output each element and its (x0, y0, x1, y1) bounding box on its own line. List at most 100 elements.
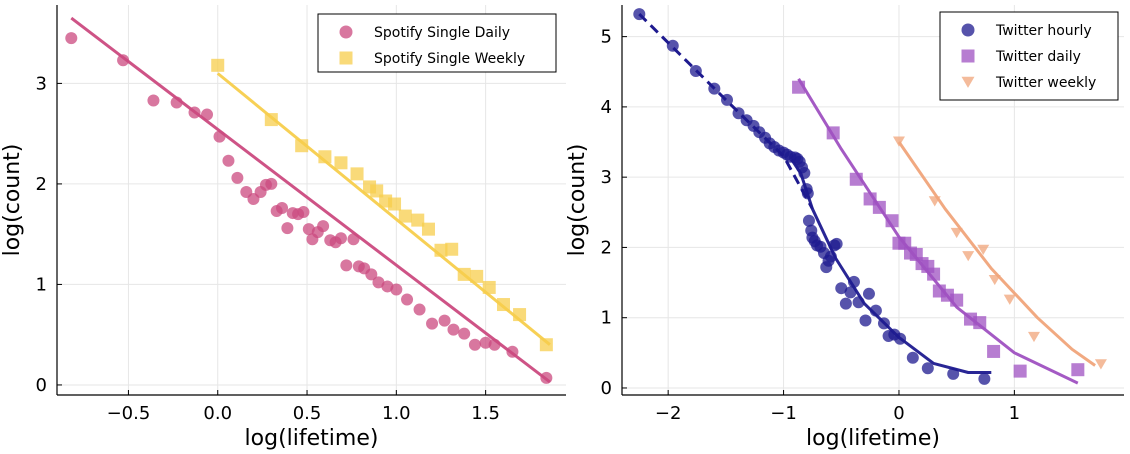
x-tick-label: 1.0 (382, 403, 411, 424)
data-point (892, 136, 905, 147)
data-point (426, 317, 439, 330)
data-point (117, 54, 130, 67)
x-tick-label: −0.5 (107, 403, 151, 424)
data-point (862, 287, 875, 300)
data-point (479, 336, 492, 349)
data-point (295, 139, 309, 153)
left-series-1 (65, 16, 553, 384)
data-point (334, 156, 348, 170)
data-point (947, 367, 960, 380)
right-series-1 (633, 8, 992, 385)
data-point (987, 344, 1001, 358)
data-point (390, 283, 403, 296)
data-point (147, 94, 160, 107)
right-series-2 (792, 78, 1085, 385)
legend-label: Twitter daily (995, 49, 1081, 65)
legend-marker (961, 23, 975, 37)
data-point (370, 184, 384, 198)
panel-left: −0.5 0.0 0.5 1.0 1.5 0 1 2 3 log(lifetime) log(cou… (0, 5, 566, 451)
fit-line (216, 72, 551, 346)
data-point (340, 259, 353, 272)
x-tick-label: 0 (893, 403, 904, 424)
data-point (365, 268, 378, 281)
data-point (281, 222, 294, 235)
fit-line (790, 158, 992, 374)
data-point (839, 297, 852, 310)
data-point (978, 372, 991, 385)
data-point (458, 327, 471, 340)
data-point (276, 202, 289, 215)
data-point (222, 154, 235, 167)
fit-line (797, 78, 1079, 385)
data-point (977, 244, 990, 255)
left-y-axis-label: log(count) (0, 144, 25, 257)
data-point (859, 314, 872, 327)
y-tick-label: 1 (36, 274, 47, 295)
right-y-axis-label: log(count) (565, 144, 590, 257)
data-point (906, 351, 919, 364)
data-point (844, 286, 857, 299)
x-tick-label: 0.0 (203, 403, 232, 424)
data-point (835, 282, 848, 295)
y-tick-label: 4 (601, 97, 612, 118)
data-point (468, 338, 481, 351)
legend-marker (961, 49, 975, 63)
legend-box (317, 13, 557, 73)
data-point (539, 338, 553, 352)
y-tick-label: 2 (601, 237, 612, 258)
left-x-axis-label: log(lifetime) (245, 426, 379, 451)
data-point (1027, 331, 1040, 343)
data-point (1071, 363, 1085, 377)
x-tick-label: 1.5 (471, 403, 500, 424)
data-point (1094, 359, 1107, 370)
y-tick-label: 0 (36, 375, 47, 396)
data-point (421, 222, 435, 236)
data-point (950, 227, 963, 239)
y-tick-label: 3 (601, 167, 612, 188)
y-tick-label: 2 (36, 174, 47, 195)
data-point (398, 209, 412, 223)
data-point (1013, 364, 1027, 378)
data-point (921, 362, 934, 375)
data-point (445, 242, 459, 256)
data-point (334, 232, 347, 245)
data-point (470, 269, 484, 283)
legend-marker (339, 25, 353, 39)
data-point (973, 316, 987, 330)
data-point (265, 177, 278, 190)
y-tick-label: 0 (601, 378, 612, 399)
legend-label: Twitter hourly (995, 23, 1092, 39)
data-point (372, 276, 385, 289)
x-tick-label: 1 (1009, 403, 1020, 424)
legend-marker (339, 51, 353, 65)
data-point (447, 323, 460, 336)
fit-line-dashed (638, 13, 814, 210)
data-point (962, 251, 975, 262)
left-series-2 (211, 58, 553, 352)
x-tick-label: 0.5 (293, 403, 322, 424)
legend-label: Twitter weekly (995, 75, 1096, 91)
legend-label: Spotify Single Weekly (374, 51, 525, 67)
data-point (65, 32, 78, 45)
data-point (350, 167, 364, 181)
legend-marker (961, 76, 975, 88)
x-tick-label: −1 (770, 403, 797, 424)
panel-right: −2 −1 0 1 0 1 2 3 4 5 log(lifetime) log(count) Twitt… (565, 5, 1124, 451)
data-point (830, 237, 843, 250)
right-series-3 (892, 136, 1107, 370)
fit-line (70, 16, 551, 384)
left-legend: Spotify Single Daily Spotify Single Weekl… (317, 13, 557, 73)
data-point (413, 303, 426, 316)
data-point (1003, 294, 1016, 305)
legend-label: Spotify Single Daily (374, 25, 510, 41)
x-tick-label: −2 (655, 403, 682, 424)
right-gridlines (622, 5, 1124, 395)
data-point (411, 213, 425, 227)
data-point (388, 197, 402, 211)
data-point (317, 220, 330, 233)
data-point (211, 58, 225, 72)
right-x-axis-label: log(lifetime) (806, 426, 940, 451)
data-point (802, 214, 815, 227)
data-point (297, 206, 310, 219)
